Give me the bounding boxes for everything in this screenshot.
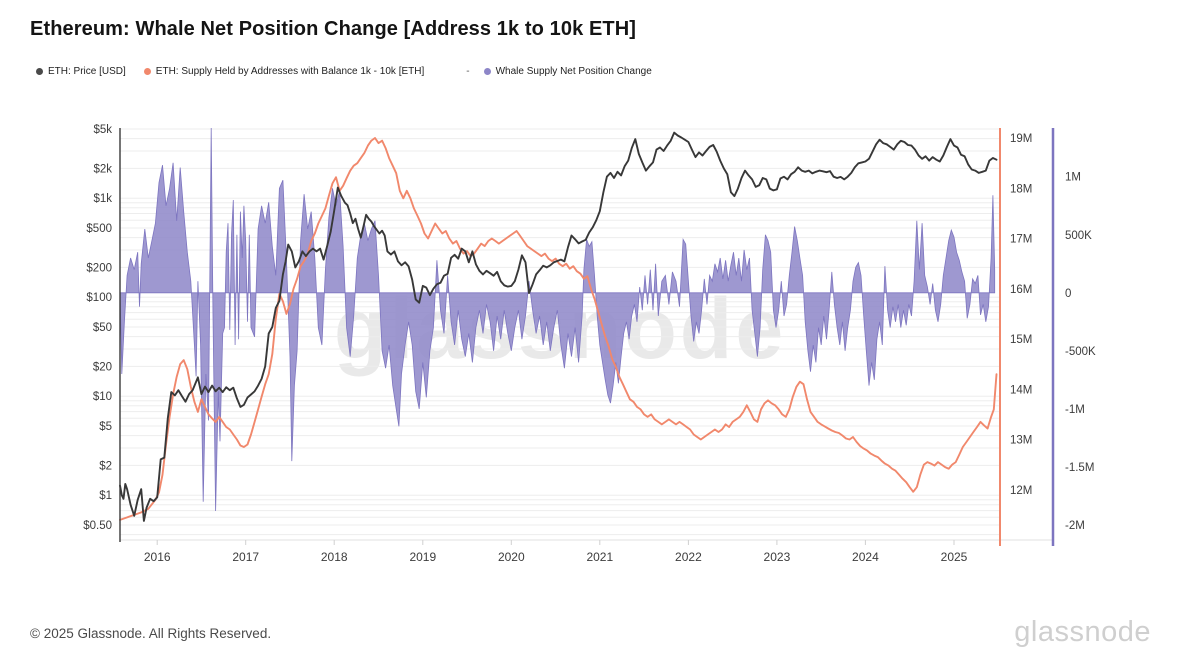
x-tick-label: 2024 — [852, 550, 879, 564]
footer-copyright: © 2025 Glassnode. All Rights Reserved. — [30, 626, 272, 641]
price-line-series — [119, 131, 998, 522]
netpos-tick-label: -2M — [1065, 520, 1085, 532]
netpos-tick-label: 500K — [1065, 230, 1092, 242]
netpos-tick-label: 0 — [1065, 288, 1071, 300]
legend-dot-icon — [483, 68, 491, 75]
legend-item[interactable]: Whale Supply Net Position Change — [483, 66, 652, 77]
netpos-tick-label: -1M — [1065, 404, 1085, 416]
page-title: Ethereum: Whale Net Position Change [Add… — [30, 18, 637, 40]
price-tick-label: $0.50 — [83, 520, 112, 532]
plot-area[interactable] — [120, 128, 1000, 540]
supply-tick-label: 16M — [1010, 284, 1032, 296]
x-tick-label: 2025 — [941, 550, 968, 564]
price-tick-label: $1 — [99, 490, 112, 502]
netpos-tick-label: 1M — [1065, 172, 1081, 184]
x-axis: 2016 2017 2018 2019 2020 2021 2022 2023 2024 2025 — [144, 540, 968, 564]
x-tick-label: 2020 — [498, 550, 525, 564]
supply-axis: 19M 18M 17M 16M 15M 14M 13M 12M — [1010, 133, 1032, 497]
legend-separator: - — [466, 66, 470, 77]
supply-tick-label: 19M — [1010, 133, 1032, 145]
legend-item[interactable]: ETH: Price [USD] — [36, 66, 126, 77]
price-tick-label: $100 — [86, 292, 112, 304]
netpos-axis: 1M 500K 0 -500K -1M -1.5M -2M — [1065, 172, 1096, 532]
supply-tick-label: 18M — [1010, 183, 1032, 195]
x-tick-label: 2016 — [144, 550, 171, 564]
netpos-area-series — [119, 127, 996, 512]
supply-tick-label: 17M — [1010, 234, 1032, 246]
price-tick-label: $5k — [93, 124, 112, 136]
price-tick-label: $50 — [93, 322, 112, 334]
x-tick-label: 2022 — [675, 550, 702, 564]
price-tick-label: $5 — [99, 421, 112, 433]
legend-label: ETH: Price [USD] — [48, 66, 126, 77]
supply-tick-label: 13M — [1010, 435, 1032, 447]
x-tick-label: 2023 — [764, 550, 791, 564]
legend-label: Whale Supply Net Position Change — [495, 66, 652, 77]
price-tick-label: $20 — [93, 361, 112, 373]
netpos-tick-label: -500K — [1065, 346, 1096, 358]
x-tick-label: 2017 — [232, 550, 259, 564]
supply-tick-label: 15M — [1010, 334, 1032, 346]
supply-line-series — [119, 137, 998, 521]
supply-tick-label: 14M — [1010, 384, 1032, 396]
price-tick-label: $2 — [99, 460, 112, 472]
legend-item[interactable]: ETH: Supply Held by Addresses with Balan… — [143, 66, 425, 77]
netpos-tick-label: -1.5M — [1065, 462, 1094, 474]
legend: ETH: Price [USD] ETH: Supply Held by Addr… — [36, 66, 670, 77]
price-tick-label: $2k — [93, 163, 112, 175]
price-tick-label: $200 — [86, 262, 112, 274]
legend-label: ETH: Supply Held by Addresses with Balan… — [155, 66, 425, 77]
glassnode-logo: glassnode — [1014, 616, 1151, 648]
x-tick-label: 2018 — [321, 550, 348, 564]
price-tick-label: $1k — [93, 193, 112, 205]
x-tick-label: 2021 — [586, 550, 613, 564]
price-axis: $5k $2k $1k $500 $200 $100 $50 $20 $10 $5 $2 $1 $0.5… — [83, 124, 112, 532]
legend-dot-icon — [143, 68, 151, 75]
supply-tick-label: 12M — [1010, 485, 1032, 497]
price-tick-label: $10 — [93, 391, 112, 403]
gridlines — [120, 128, 1000, 536]
price-tick-label: $500 — [86, 223, 112, 235]
x-tick-label: 2019 — [409, 550, 436, 564]
legend-dot-icon — [36, 68, 43, 75]
